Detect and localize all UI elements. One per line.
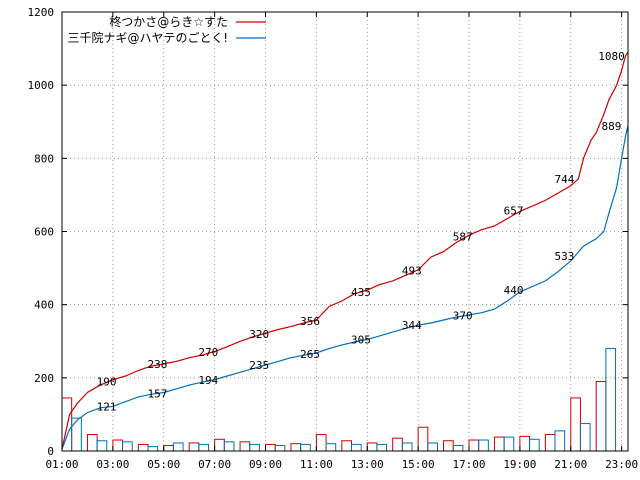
y-tick-label: 1000 [28, 79, 55, 92]
x-tick-label: 21:00 [554, 458, 587, 471]
data-label: 440 [504, 284, 524, 297]
data-label: 320 [249, 328, 269, 341]
data-labels: 190 238 270 320 356 435 493 587 657 744 1080 121 157… [97, 50, 625, 414]
x-tick-label: 01:00 [45, 458, 78, 471]
x-tick-label: 11:00 [300, 458, 333, 471]
data-label: 190 [97, 375, 117, 388]
data-label: 889 [602, 120, 622, 133]
data-label: 305 [351, 333, 371, 346]
data-label: 270 [198, 346, 218, 359]
data-label: 265 [300, 348, 320, 361]
data-label: 235 [249, 359, 269, 372]
data-label: 370 [453, 310, 473, 323]
legend-entry-label: 三千院ナギ@ハヤテのごとく! [68, 30, 228, 45]
data-label: 657 [504, 205, 524, 218]
x-tick-label: 17:00 [452, 458, 485, 471]
data-label: 194 [198, 374, 218, 387]
y-tick-label: 800 [34, 152, 54, 165]
x-tick-label: 23:00 [605, 458, 638, 471]
data-label: 435 [351, 286, 371, 299]
data-label: 744 [554, 173, 574, 186]
data-label: 238 [147, 358, 167, 371]
y-tick-label: 1200 [28, 6, 55, 19]
data-label: 493 [402, 265, 422, 278]
x-tick-label: 15:00 [402, 458, 435, 471]
data-label: 344 [402, 319, 422, 332]
y-tick-label: 400 [34, 299, 54, 312]
x-tick-label: 19:00 [503, 458, 536, 471]
y-tick-label: 0 [47, 445, 54, 458]
x-tick-label: 07:00 [198, 458, 231, 471]
data-label: 121 [97, 401, 117, 414]
legend-entry-label: 柊つかさ@らき☆すた [109, 14, 228, 29]
data-label: 533 [554, 250, 574, 263]
data-label: 587 [453, 230, 473, 243]
x-tick-label: 13:00 [351, 458, 384, 471]
data-label: 356 [300, 315, 320, 328]
x-tick-label: 05:00 [147, 458, 180, 471]
x-tick-label: 03:00 [96, 458, 129, 471]
x-axis: 01:00 03:00 05:00 07:00 09:00 11:00 13:00 15:00… [45, 12, 638, 471]
y-tick-label: 600 [34, 226, 54, 239]
series-line-1 [61, 51, 629, 450]
x-tick-label: 09:00 [249, 458, 282, 471]
data-label: 1080 [598, 50, 625, 63]
y-axis: 0 200 400 600 800 1000 1200 [28, 6, 628, 458]
series-lines [61, 51, 629, 450]
data-label: 157 [147, 388, 167, 401]
y-tick-label: 200 [34, 372, 54, 385]
series-line-2 [61, 125, 629, 450]
